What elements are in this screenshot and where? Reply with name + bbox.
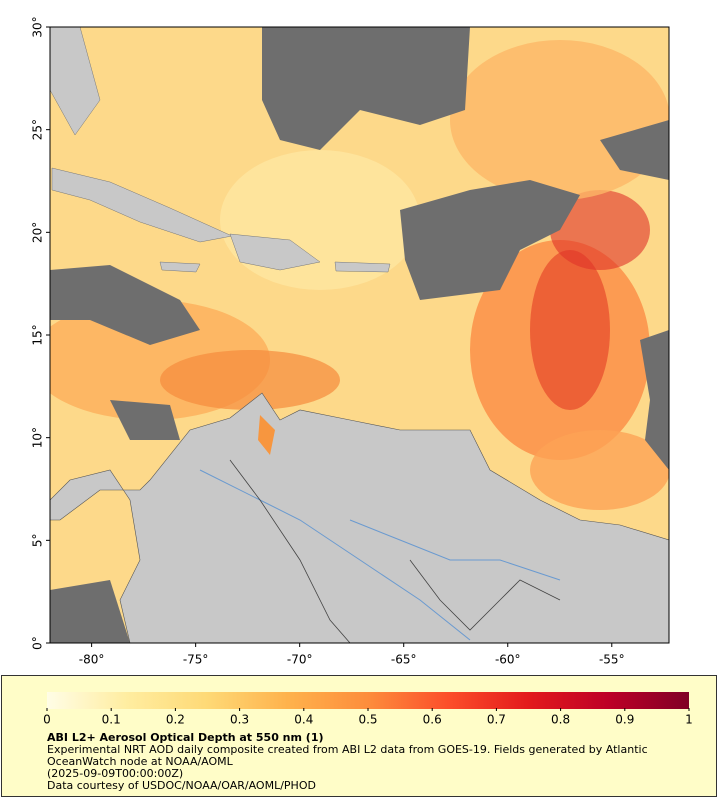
timestamp: (2025-09-09T00:00:00Z) bbox=[47, 767, 184, 780]
border bbox=[229, 459, 351, 643]
credit: Data courtesy of USDOC/NOAA/OAR/AOML/PHO… bbox=[47, 779, 316, 792]
x-tick-label: -80° bbox=[79, 653, 105, 667]
colorbar-tick-label: 0.4 bbox=[294, 713, 313, 727]
y-tick-label: 30° bbox=[31, 16, 45, 37]
border bbox=[409, 559, 561, 631]
land bbox=[229, 233, 321, 271]
colorbar-tick-label: 0 bbox=[43, 713, 51, 727]
x-tick-label: -60° bbox=[495, 653, 521, 667]
no-data bbox=[262, 27, 470, 150]
aod-field bbox=[550, 190, 650, 270]
no-data bbox=[110, 400, 180, 440]
colorbar-tick-label: 0.7 bbox=[487, 713, 506, 727]
description: Experimental NRT AOD daily composite cre… bbox=[47, 743, 648, 768]
no-data bbox=[400, 180, 580, 300]
y-tick-label: 0° bbox=[31, 636, 45, 650]
x-tick-label: -75° bbox=[183, 653, 209, 667]
no-data bbox=[640, 330, 669, 470]
y-tick-label: 15° bbox=[31, 324, 45, 345]
colorbar bbox=[47, 692, 689, 709]
colorbar-tick-label: 0.9 bbox=[615, 713, 634, 727]
x-tick-label: -55° bbox=[599, 653, 625, 667]
no-data bbox=[50, 580, 130, 643]
colorbar-tick-label: 0.1 bbox=[102, 713, 121, 727]
colorbar-tick-label: 1 bbox=[685, 713, 693, 727]
river bbox=[199, 469, 471, 641]
colorbar-tick-label: 0.3 bbox=[230, 713, 249, 727]
land bbox=[334, 261, 391, 273]
land bbox=[50, 27, 101, 136]
no-data bbox=[600, 120, 669, 180]
aod-field bbox=[220, 150, 420, 290]
aod-field bbox=[450, 40, 669, 200]
caption: ABI L2+ Aerosol Optical Depth at 550 nm … bbox=[47, 732, 687, 792]
y-tick-label: 5° bbox=[31, 534, 45, 548]
y-tick-label: 25° bbox=[31, 119, 45, 140]
map-layer bbox=[50, 27, 669, 643]
lake bbox=[258, 415, 275, 455]
aod-field bbox=[530, 430, 669, 510]
colorbar-tick-label: 0.5 bbox=[358, 713, 377, 727]
x-tick-label: -65° bbox=[391, 653, 417, 667]
aod-field bbox=[160, 350, 340, 410]
river bbox=[349, 519, 561, 581]
colorbar-tick-label: 0.2 bbox=[166, 713, 185, 727]
land bbox=[159, 261, 201, 273]
x-tick-label: -70° bbox=[287, 653, 313, 667]
land bbox=[50, 392, 669, 643]
colorbar-tick-label: 0.8 bbox=[551, 713, 570, 727]
land bbox=[51, 167, 233, 243]
colorbar-tick-label: 0.6 bbox=[423, 713, 442, 727]
y-tick-label: 20° bbox=[31, 222, 45, 243]
title: ABI L2+ Aerosol Optical Depth at 550 nm … bbox=[47, 731, 324, 744]
aod-field bbox=[530, 250, 610, 410]
y-tick-label: 10° bbox=[31, 427, 45, 448]
no-data bbox=[50, 265, 200, 345]
